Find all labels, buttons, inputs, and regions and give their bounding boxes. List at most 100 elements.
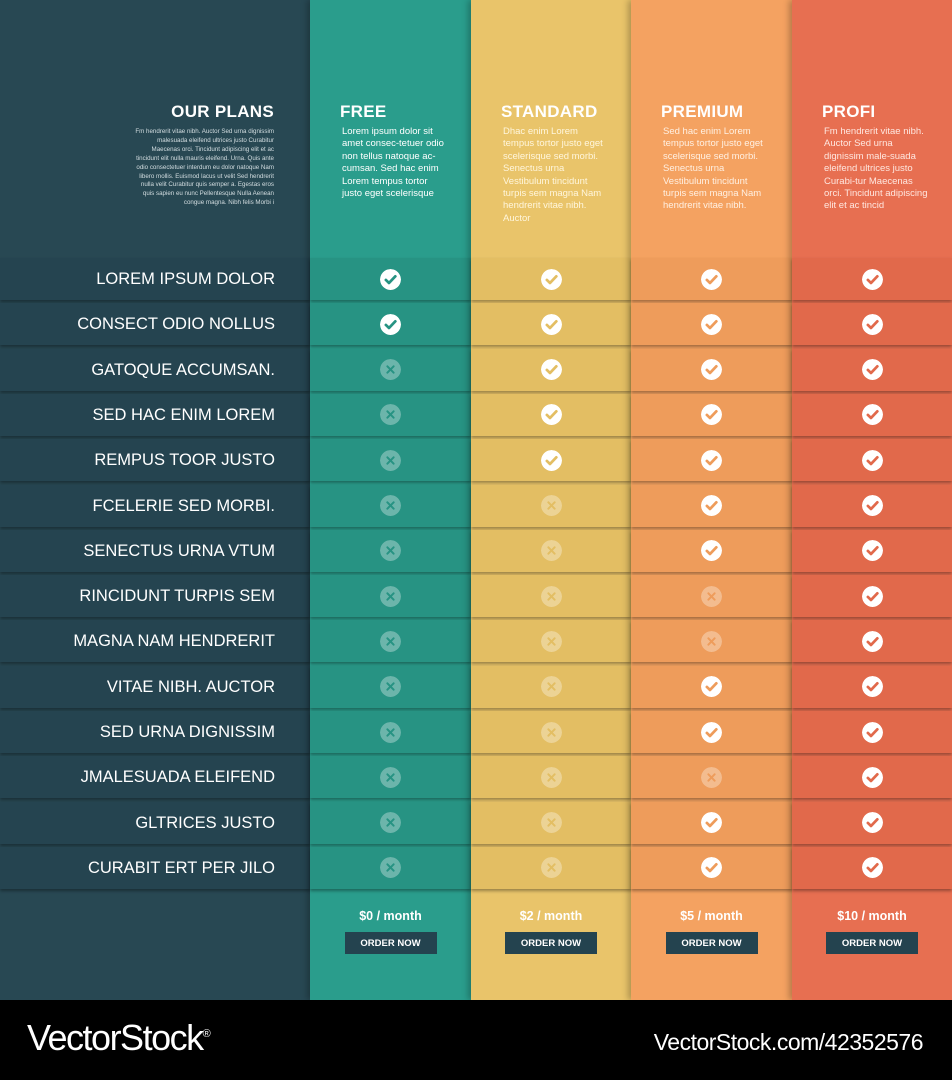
plan-header: PROFI Fm hendrerit vitae nibh. Auctor Sed… xyxy=(792,0,952,258)
feature-row: LOREM IPSUM DOLOR xyxy=(0,258,310,300)
sidebar-header: OUR PLANS Fm hendrerit vitae nibh. Aucto… xyxy=(0,0,310,258)
check-icon xyxy=(861,585,883,607)
check-icon xyxy=(540,268,562,290)
feature-cell xyxy=(631,665,792,708)
feature-row: GLTRICES JUSTO xyxy=(0,801,310,844)
feature-cell xyxy=(310,620,471,663)
feature-cell xyxy=(631,846,792,889)
order-now-button[interactable]: ORDER NOW xyxy=(344,932,437,954)
check-icon xyxy=(701,857,722,879)
check-icon xyxy=(701,812,722,834)
check-icon xyxy=(701,495,722,516)
feature-cell xyxy=(471,303,631,346)
cross-icon xyxy=(380,404,401,426)
feature-label: FCELERIE SED MORBI. xyxy=(92,496,275,515)
feature-cell xyxy=(792,303,952,346)
order-now-button[interactable]: ORDER NOW xyxy=(505,932,597,954)
plan-description: Fm hendrerit vitae nibh. Auctor Sed urna… xyxy=(824,126,928,212)
check-icon xyxy=(861,766,883,788)
check-icon xyxy=(861,495,883,516)
check-icon xyxy=(701,359,722,381)
cross-icon xyxy=(380,540,401,562)
feature-label: GLTRICES JUSTO xyxy=(135,813,275,832)
feature-label: GATOQUE ACCUMSAN. xyxy=(91,360,275,379)
feature-cell xyxy=(471,393,631,436)
feature-cell xyxy=(310,484,471,527)
feature-cell xyxy=(792,529,952,572)
plans-sidebar: OUR PLANS Fm hendrerit vitae nibh. Aucto… xyxy=(0,0,310,1000)
plan-description: Sed hac enim Lorem tempus tortor justo e… xyxy=(663,126,763,212)
plan-name: FREE xyxy=(340,102,387,121)
cross-icon xyxy=(380,449,401,471)
feature-cell xyxy=(471,846,631,889)
feature-row: VITAE NIBH. AUCTOR xyxy=(0,665,310,708)
feature-cell xyxy=(792,846,952,889)
watermark-logo: VectorStock® xyxy=(27,1017,211,1058)
cross-icon xyxy=(540,495,562,516)
check-icon xyxy=(861,676,883,698)
feature-label: CURABIT ERT PER JILO xyxy=(87,858,275,877)
feature-cell xyxy=(631,529,792,572)
plan-header: FREE Lorem ipsum dolor sit amet consec-te… xyxy=(310,0,471,258)
feature-cell xyxy=(631,620,792,663)
feature-cell xyxy=(792,439,952,482)
cross-icon xyxy=(380,812,401,834)
cross-icon xyxy=(540,540,562,562)
order-now-button[interactable]: ORDER NOW xyxy=(665,932,758,954)
plan-price: $2 / month xyxy=(519,909,583,923)
cross-icon xyxy=(540,812,562,834)
order-now-button[interactable]: ORDER NOW xyxy=(826,932,918,954)
check-icon xyxy=(861,359,883,381)
check-icon xyxy=(701,313,722,335)
feature-cell xyxy=(471,484,631,527)
feature-cell xyxy=(792,620,952,663)
check-icon xyxy=(861,812,883,834)
plan-name: STANDARD xyxy=(501,102,598,121)
feature-label: SED HAC ENIM LOREM xyxy=(92,405,275,424)
feature-cell xyxy=(310,665,471,708)
cross-icon xyxy=(540,585,562,607)
feature-cell xyxy=(471,756,631,799)
check-icon xyxy=(861,313,883,335)
cross-icon xyxy=(540,676,562,698)
feature-row: GATOQUE ACCUMSAN. xyxy=(0,348,310,391)
feature-cell xyxy=(792,756,952,799)
check-icon xyxy=(380,268,401,290)
sidebar-description: Fm hendrerit vitae nibh. Auctor Sed urna… xyxy=(135,128,274,207)
plan-column-profi: PROFI Fm hendrerit vitae nibh. Auctor Sed… xyxy=(792,0,952,1000)
plan-column-standard: STANDARD Dhac enim Lorem tempus tortor ju… xyxy=(471,0,631,1000)
feature-row: RINCIDUNT TURPIS SEM xyxy=(0,575,310,618)
cross-icon xyxy=(701,766,722,788)
cross-icon xyxy=(540,721,562,743)
feature-label: SED URNA DIGNISSIM xyxy=(99,723,275,741)
feature-cell xyxy=(471,620,631,663)
check-icon xyxy=(861,540,883,562)
plan-footer: $0 / month ORDER NOW xyxy=(310,892,471,1000)
feature-cell xyxy=(792,484,952,527)
check-icon xyxy=(861,404,883,426)
plan-footer: $5 / month ORDER NOW xyxy=(631,892,792,1000)
cross-icon xyxy=(380,495,401,516)
feature-cell xyxy=(631,801,792,844)
feature-cell xyxy=(471,575,631,618)
check-icon xyxy=(861,268,883,290)
cross-icon xyxy=(380,630,401,652)
feature-row: SED HAC ENIM LOREM xyxy=(0,393,310,436)
feature-cell xyxy=(631,303,792,346)
feature-cell xyxy=(792,665,952,708)
feature-cell xyxy=(792,393,952,436)
check-icon xyxy=(540,313,562,335)
feature-cell xyxy=(310,801,471,844)
feature-label: MAGNA NAM HENDRERIT xyxy=(73,632,275,651)
feature-cell xyxy=(310,393,471,436)
feature-cell xyxy=(471,665,631,708)
feature-row: MAGNA NAM HENDRERIT xyxy=(0,620,310,663)
check-icon xyxy=(701,676,722,698)
cross-icon xyxy=(701,585,722,607)
feature-cell xyxy=(792,711,952,753)
pricing-table: OUR PLANS Fm hendrerit vitae nibh. Aucto… xyxy=(0,0,952,1000)
cross-icon xyxy=(380,721,401,743)
feature-cell xyxy=(471,439,631,482)
cross-icon xyxy=(380,857,401,879)
feature-cell xyxy=(631,575,792,618)
